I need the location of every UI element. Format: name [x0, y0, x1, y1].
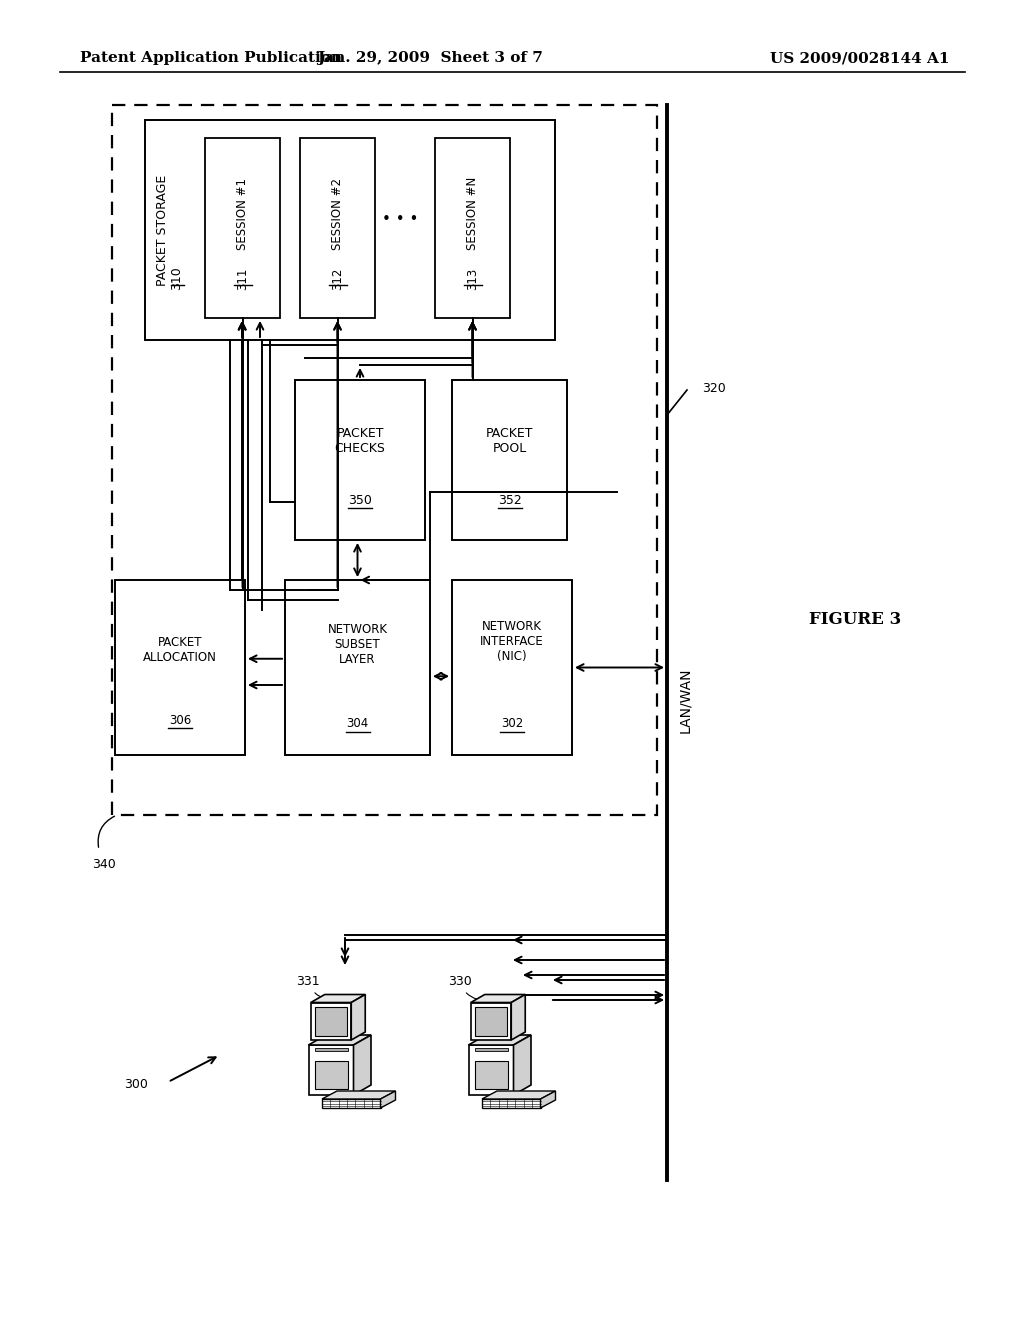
Bar: [115, 579, 245, 755]
Text: PACKET
POOL: PACKET POOL: [485, 426, 534, 455]
Text: FIGURE 3: FIGURE 3: [809, 611, 901, 628]
Text: NETWORK
INTERFACE
(NIC): NETWORK INTERFACE (NIC): [480, 620, 544, 663]
Bar: [295, 380, 425, 540]
Text: 302: 302: [501, 717, 523, 730]
Text: 312: 312: [331, 267, 344, 289]
Polygon shape: [474, 1048, 508, 1051]
Polygon shape: [475, 1006, 507, 1036]
Polygon shape: [310, 1002, 351, 1040]
Polygon shape: [511, 994, 525, 1040]
Bar: [205, 139, 280, 318]
Text: 313: 313: [466, 267, 479, 289]
Bar: [435, 139, 510, 318]
Polygon shape: [541, 1092, 555, 1107]
Text: • • •: • • •: [382, 211, 418, 227]
Text: NETWORK
SUBSET
LAYER: NETWORK SUBSET LAYER: [328, 623, 387, 667]
Polygon shape: [322, 1100, 381, 1107]
Polygon shape: [471, 994, 525, 1002]
Text: 320: 320: [702, 381, 726, 395]
Text: 300: 300: [124, 1078, 148, 1092]
Text: 330: 330: [449, 975, 477, 999]
Text: 352: 352: [498, 494, 521, 507]
Text: LAN/WAN: LAN/WAN: [678, 667, 692, 733]
Polygon shape: [474, 1061, 508, 1089]
Polygon shape: [314, 1048, 347, 1051]
Text: PACKET
ALLOCATION: PACKET ALLOCATION: [143, 636, 217, 664]
Text: SESSION #2: SESSION #2: [331, 178, 344, 249]
Text: PACKET STORAGE: PACKET STORAGE: [157, 174, 170, 285]
Text: SESSION #1: SESSION #1: [236, 178, 249, 249]
Polygon shape: [308, 1035, 371, 1045]
Polygon shape: [513, 1035, 531, 1096]
Polygon shape: [314, 1061, 347, 1089]
Text: 311: 311: [236, 267, 249, 289]
Text: 331: 331: [296, 975, 328, 999]
Bar: [145, 120, 555, 341]
Polygon shape: [482, 1092, 555, 1100]
Polygon shape: [381, 1092, 395, 1107]
Bar: [452, 579, 572, 755]
Text: 340: 340: [92, 858, 116, 871]
Polygon shape: [310, 994, 366, 1002]
Text: 350: 350: [348, 494, 372, 507]
Bar: [285, 579, 430, 755]
Text: 306: 306: [169, 714, 191, 726]
Polygon shape: [322, 1092, 395, 1100]
Polygon shape: [314, 1006, 347, 1036]
Polygon shape: [353, 1035, 371, 1096]
Polygon shape: [471, 1002, 511, 1040]
Text: 310: 310: [171, 267, 183, 290]
Text: Jan. 29, 2009  Sheet 3 of 7: Jan. 29, 2009 Sheet 3 of 7: [317, 51, 543, 65]
Bar: [452, 380, 567, 540]
Polygon shape: [469, 1035, 531, 1045]
Polygon shape: [308, 1045, 353, 1096]
Text: SESSION #N: SESSION #N: [466, 177, 479, 251]
Text: Patent Application Publication: Patent Application Publication: [80, 51, 342, 65]
Text: PACKET
CHECKS: PACKET CHECKS: [335, 426, 385, 455]
Text: 304: 304: [346, 717, 369, 730]
Polygon shape: [469, 1045, 513, 1096]
Polygon shape: [351, 994, 366, 1040]
Bar: [300, 139, 375, 318]
Bar: [112, 106, 657, 814]
Text: US 2009/0028144 A1: US 2009/0028144 A1: [770, 51, 950, 65]
Polygon shape: [482, 1100, 541, 1107]
